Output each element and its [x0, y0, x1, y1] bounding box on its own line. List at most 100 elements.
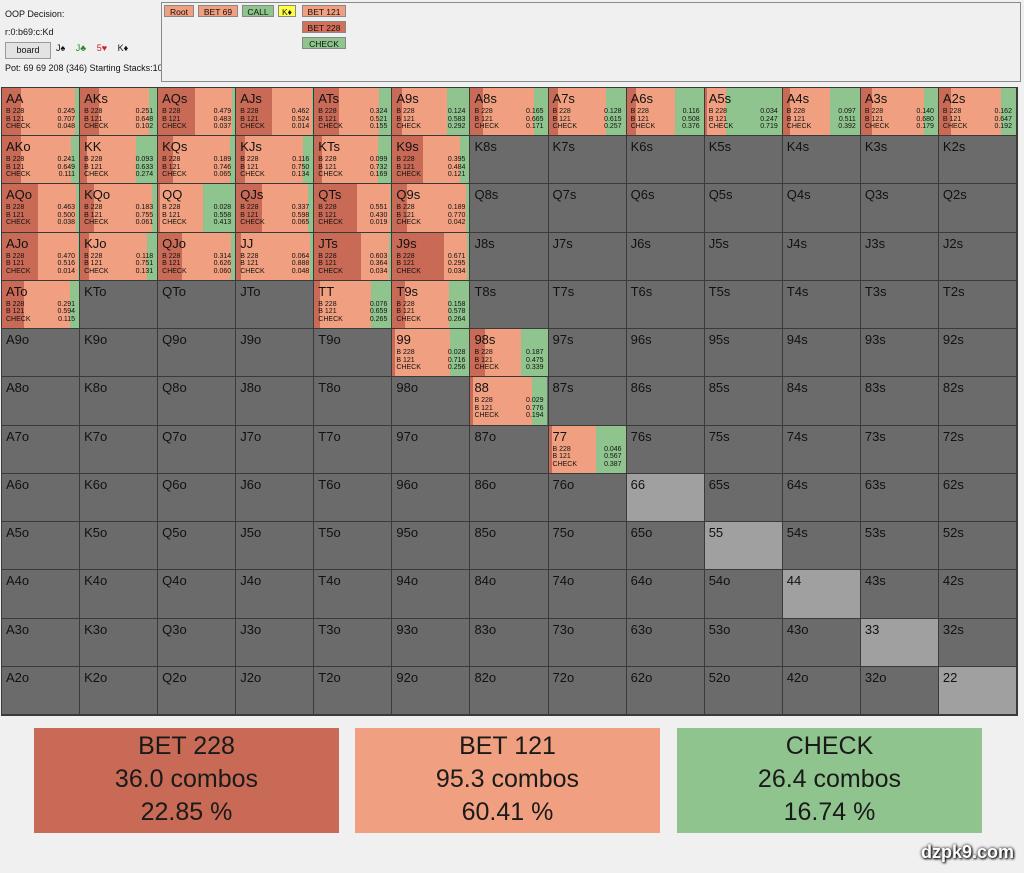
hand-cell[interactable]: 83s: [860, 377, 939, 426]
hand-cell[interactable]: 97s: [548, 329, 627, 378]
hand-cell[interactable]: 52o: [704, 666, 783, 715]
hand-cell[interactable]: T7s: [548, 280, 627, 330]
hand-cell[interactable]: B 228 0.116 B 121 0.750 CHECK 0.134 KJs: [236, 136, 315, 185]
hand-cell[interactable]: A3o: [2, 618, 81, 667]
hand-cell[interactable]: B 228 0.028 B 121 0.558 CHECK 0.413 QQ: [158, 184, 237, 233]
hand-cell[interactable]: B 228 0.124 B 121 0.583 CHECK 0.292 A9s: [392, 88, 471, 137]
hand-cell[interactable]: J7o: [236, 425, 315, 474]
hand-cell[interactable]: K5o: [80, 522, 159, 571]
hand-cell[interactable]: J6o: [236, 473, 315, 523]
hand-cell[interactable]: T4s: [782, 280, 861, 330]
hand-cell[interactable]: Q5s: [704, 184, 783, 233]
hand-cell[interactable]: B 228 0.076 B 121 0.659 CHECK 0.265 TT: [314, 280, 393, 330]
hand-cell[interactable]: K4o: [80, 570, 159, 619]
hand-cell[interactable]: B 228 0.245 B 121 0.707 CHECK 0.048 AA: [2, 88, 81, 137]
hand-cell[interactable]: 83o: [470, 618, 549, 667]
hand-cell[interactable]: B 228 0.140 B 121 0.680 CHECK 0.179 A3s: [860, 88, 939, 137]
hand-cell[interactable]: K6s: [626, 136, 705, 185]
hand-cell[interactable]: K9o: [80, 329, 159, 378]
hand-cell[interactable]: J2s: [938, 232, 1017, 281]
hand-cell[interactable]: B 228 0.162 B 121 0.647 CHECK 0.192 A2s: [938, 88, 1017, 137]
hand-cell[interactable]: A5o: [2, 522, 81, 571]
hand-cell[interactable]: Q4o: [158, 570, 237, 619]
hand-cell[interactable]: 73s: [860, 425, 939, 474]
hand-cell[interactable]: K2o: [80, 666, 159, 715]
hand-cell[interactable]: K7s: [548, 136, 627, 185]
hand-cell[interactable]: Q9o: [158, 329, 237, 378]
tree-node-call[interactable]: CALL: [242, 5, 274, 17]
hand-cell[interactable]: Q3o: [158, 618, 237, 667]
hand-cell[interactable]: T6s: [626, 280, 705, 330]
hand-cell[interactable]: K8o: [80, 377, 159, 426]
hand-cell[interactable]: 93o: [392, 618, 471, 667]
hand-cell[interactable]: KTo: [80, 280, 159, 330]
hand-cell[interactable]: Q7s: [548, 184, 627, 233]
hand-cell[interactable]: B 228 0.241 B 121 0.649 CHECK 0.111 AKo: [2, 136, 81, 185]
hand-cell[interactable]: K4s: [782, 136, 861, 185]
hand-cell[interactable]: J8o: [236, 377, 315, 426]
hand-cell[interactable]: 95o: [392, 522, 471, 571]
hand-cell[interactable]: 94o: [392, 570, 471, 619]
hand-cell[interactable]: J5s: [704, 232, 783, 281]
hand-cell[interactable]: B 228 0.183 B 121 0.755 CHECK 0.061 KQo: [80, 184, 159, 233]
hand-cell[interactable]: B 228 0.158 B 121 0.578 CHECK 0.264 T9s: [392, 280, 471, 330]
hand-cell[interactable]: 64o: [626, 570, 705, 619]
hand-cell[interactable]: J8s: [470, 232, 549, 281]
hand-cell[interactable]: 82o: [470, 666, 549, 715]
hand-cell[interactable]: 84s: [782, 377, 861, 426]
hand-cell[interactable]: 96s: [626, 329, 705, 378]
hand-cell[interactable]: 53o: [704, 618, 783, 667]
hand-cell[interactable]: A9o: [2, 329, 81, 378]
hand-cell[interactable]: Q8o: [158, 377, 237, 426]
hand-cell[interactable]: B 228 0.187 B 121 0.475 CHECK 0.339 98s: [470, 329, 549, 378]
hand-cell[interactable]: A7o: [2, 425, 81, 474]
hand-cell[interactable]: 65o: [626, 522, 705, 571]
hand-cell[interactable]: T7o: [314, 425, 393, 474]
hand-cell[interactable]: 86o: [470, 473, 549, 523]
hand-cell[interactable]: B 228 0.165 B 121 0.665 CHECK 0.171 A8s: [470, 88, 549, 137]
hand-cell[interactable]: B 228 0.034 B 121 0.247 CHECK 0.719 A5s: [704, 88, 783, 137]
hand-cell[interactable]: 53s: [860, 522, 939, 571]
hand-cell[interactable]: Q3s: [860, 184, 939, 233]
hand-cell[interactable]: B 228 0.029 B 121 0.776 CHECK 0.194 88: [470, 377, 549, 426]
hand-cell[interactable]: 86s: [626, 377, 705, 426]
hand-cell[interactable]: B 228 0.395 B 121 0.484 CHECK 0.121 K9s: [392, 136, 471, 185]
hand-cell[interactable]: B 228 0.097 B 121 0.511 CHECK 0.392 A4s: [782, 88, 861, 137]
hand-cell[interactable]: 85s: [704, 377, 783, 426]
tree-node-root[interactable]: Root: [164, 5, 194, 17]
hand-cell[interactable]: 42s: [938, 570, 1017, 619]
hand-cell[interactable]: 33: [860, 618, 939, 667]
hand-cell[interactable]: B 228 0.324 B 121 0.521 CHECK 0.155 ATs: [314, 88, 393, 137]
hand-cell[interactable]: A2o: [2, 666, 81, 715]
hand-cell[interactable]: B 228 0.551 B 121 0.430 CHECK 0.019 QTs: [314, 184, 393, 233]
hand-cell[interactable]: 62o: [626, 666, 705, 715]
hand-cell[interactable]: 94s: [782, 329, 861, 378]
hand-cell[interactable]: 72o: [548, 666, 627, 715]
hand-cell[interactable]: B 228 0.251 B 121 0.648 CHECK 0.102 AKs: [80, 88, 159, 137]
hand-cell[interactable]: 55: [704, 522, 783, 571]
hand-cell[interactable]: 72s: [938, 425, 1017, 474]
hand-cell[interactable]: T4o: [314, 570, 393, 619]
hand-cell[interactable]: 95s: [704, 329, 783, 378]
hand-cell[interactable]: B 228 0.189 B 121 0.746 CHECK 0.065 KQs: [158, 136, 237, 185]
hand-cell[interactable]: K8s: [470, 136, 549, 185]
hand-cell[interactable]: 54o: [704, 570, 783, 619]
hand-cell[interactable]: Q2o: [158, 666, 237, 715]
hand-cell[interactable]: T2s: [938, 280, 1017, 330]
hand-cell[interactable]: 62s: [938, 473, 1017, 523]
hand-cell[interactable]: JTo: [236, 280, 315, 330]
hand-cell[interactable]: B 228 0.116 B 121 0.508 CHECK 0.376 A6s: [626, 88, 705, 137]
hand-cell[interactable]: Q6o: [158, 473, 237, 523]
hand-cell[interactable]: B 228 0.463 B 121 0.500 CHECK 0.038 AQo: [2, 184, 81, 233]
hand-cell[interactable]: 76s: [626, 425, 705, 474]
hand-cell[interactable]: 63s: [860, 473, 939, 523]
hand-cell[interactable]: J3s: [860, 232, 939, 281]
hand-cell[interactable]: 75s: [704, 425, 783, 474]
hand-cell[interactable]: J2o: [236, 666, 315, 715]
board-button[interactable]: board: [5, 42, 51, 59]
hand-cell[interactable]: K5s: [704, 136, 783, 185]
tree-node-bet228[interactable]: BET 228: [302, 21, 346, 33]
hand-cell[interactable]: J4s: [782, 232, 861, 281]
hand-cell[interactable]: QTo: [158, 280, 237, 330]
hand-cell[interactable]: K7o: [80, 425, 159, 474]
